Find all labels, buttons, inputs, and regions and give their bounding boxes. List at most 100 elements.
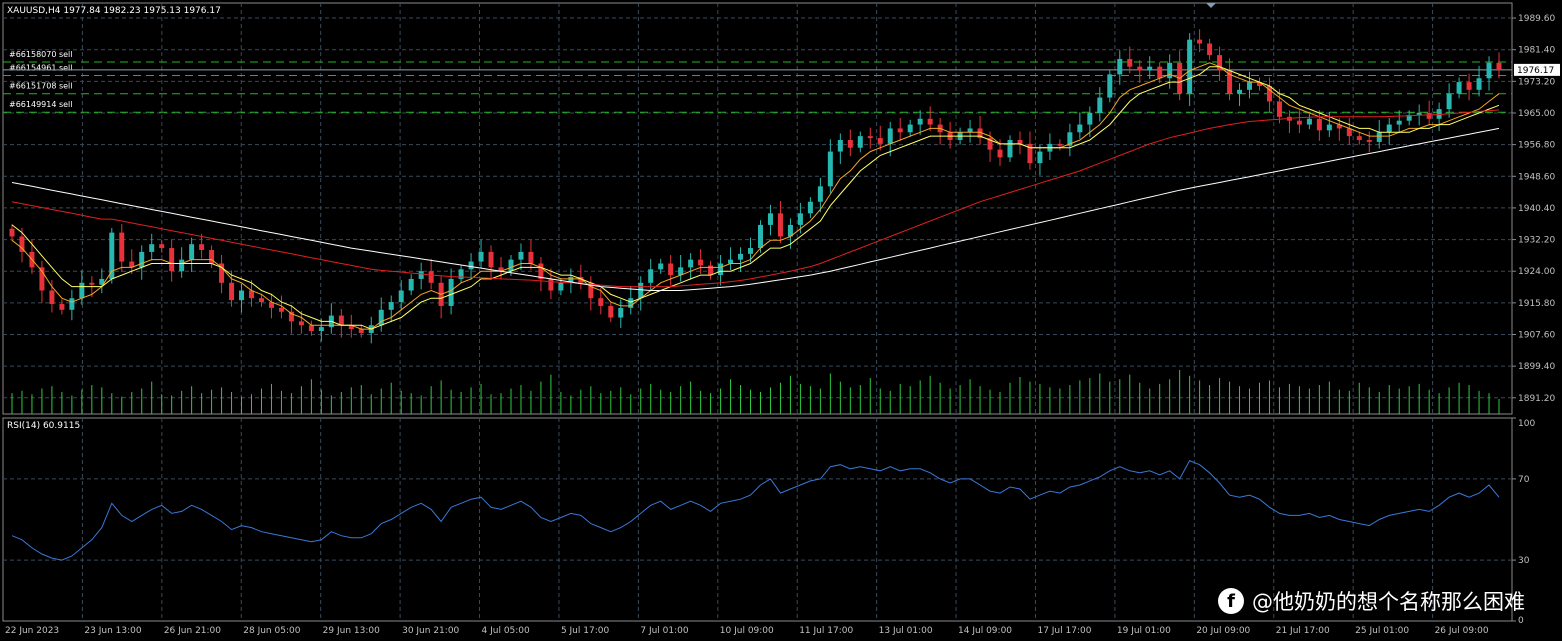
- candle-body: [448, 278, 454, 306]
- candle-body: [119, 232, 125, 262]
- x-tick-label: 29 Jun 13:00: [323, 626, 380, 636]
- x-tick-label: 28 Jun 05:00: [243, 626, 300, 636]
- x-tick-label: 10 Jul 09:00: [720, 626, 774, 636]
- symbol-info: XAUUSD,H4 1977.84 1982.23 1975.13 1976.1…: [7, 6, 221, 16]
- y-tick-label: 1956.80: [1518, 141, 1555, 151]
- candle-body: [219, 263, 225, 283]
- candle-body: [1416, 112, 1422, 115]
- candle-body: [1117, 58, 1123, 75]
- candle-body: [1476, 78, 1482, 90]
- x-tick-label: 7 Jul 01:00: [640, 626, 689, 636]
- watermark-text: @他奶奶的想个名称那么困难: [1252, 590, 1525, 614]
- x-tick-label: 26 Jul 09:00: [1435, 626, 1489, 636]
- x-tick-label: 20 Jul 09:00: [1196, 626, 1250, 636]
- y-tick-label: 1907.60: [1518, 331, 1555, 341]
- candle-body: [139, 251, 145, 268]
- order-label: #66158070 sell: [9, 50, 73, 59]
- candle-body: [558, 282, 564, 291]
- candle-body: [129, 261, 135, 268]
- candle-body: [358, 329, 364, 333]
- candle-body: [648, 269, 654, 283]
- candle-body: [199, 244, 205, 250]
- y-tick-label: 1924.00: [1518, 267, 1555, 277]
- candle-body: [807, 201, 813, 214]
- candle-body: [817, 186, 823, 202]
- x-tick-label: 21 Jul 17:00: [1276, 626, 1330, 636]
- x-tick-label: 11 Jul 17:00: [799, 626, 853, 636]
- candle-body: [678, 267, 684, 276]
- candle-body: [688, 259, 694, 268]
- candle-body: [718, 263, 724, 276]
- moving-average-line: [11, 66, 1500, 330]
- chart-shift-marker-icon: [1206, 3, 1216, 8]
- candle-body: [927, 118, 933, 125]
- rsi-panel: [2, 417, 1513, 622]
- candle-body: [69, 298, 75, 310]
- candle-body: [229, 282, 235, 301]
- order-label: #66154961 sell: [9, 64, 73, 73]
- candle-body: [1276, 101, 1282, 117]
- candle-body: [618, 307, 624, 318]
- candle-body: [887, 128, 893, 144]
- candle-body: [278, 307, 284, 312]
- order-label: #66151708 sell: [9, 82, 73, 91]
- rsi-label: RSI(14) 60.9115: [7, 421, 80, 431]
- x-tick-label: 25 Jul 01:00: [1355, 626, 1409, 636]
- candle-body: [149, 244, 155, 252]
- candle-body: [498, 267, 504, 272]
- candle-body: [288, 311, 294, 322]
- candle-body: [897, 128, 903, 133]
- candle-body: [698, 259, 704, 266]
- candle-body: [239, 290, 245, 301]
- candle-body: [787, 224, 793, 237]
- candle-body: [348, 325, 354, 330]
- candle-body: [1017, 140, 1023, 144]
- candle-body: [628, 298, 634, 308]
- candle-body: [1436, 109, 1442, 119]
- candle-body: [1107, 74, 1113, 98]
- candle-body: [588, 282, 594, 299]
- x-tick-label: 17 Jul 17:00: [1037, 626, 1091, 636]
- candle-body: [1097, 97, 1103, 113]
- candle-body: [1157, 66, 1163, 79]
- x-tick-label: 26 Jun 21:00: [164, 626, 221, 636]
- candle-body: [79, 282, 85, 299]
- moving-average-line: [11, 109, 1500, 288]
- candle-body: [757, 224, 763, 249]
- candle-body: [1346, 128, 1352, 137]
- y-tick-label: 1973.20: [1518, 77, 1555, 87]
- candle-body: [1007, 140, 1013, 158]
- candle-body: [847, 140, 853, 148]
- candle-body: [308, 325, 314, 332]
- candle-body: [418, 271, 424, 279]
- candle-body: [298, 321, 304, 326]
- current-price-label: 1976.17: [1517, 66, 1554, 76]
- x-tick-label: 4 Jul 05:00: [482, 626, 531, 636]
- candle-body: [967, 128, 973, 133]
- candle-body: [877, 138, 883, 144]
- candle-body: [1496, 62, 1502, 70]
- candle-body: [728, 259, 734, 264]
- candle-body: [1167, 62, 1173, 79]
- candle-body: [89, 282, 95, 285]
- candle-body: [917, 118, 923, 125]
- candle-body: [708, 265, 714, 276]
- candle-body: [977, 128, 983, 139]
- candle-body: [1027, 143, 1033, 164]
- candle-body: [9, 228, 15, 237]
- candle-body: [857, 136, 863, 148]
- y-tick-label: 1989.60: [1518, 14, 1555, 24]
- moving-average-line: [11, 62, 1500, 330]
- candle-body: [1386, 124, 1392, 133]
- candle-body: [1426, 112, 1432, 119]
- x-tick-label: 30 Jun 21:00: [402, 626, 459, 636]
- x-tick-label: 22 Jun 2023: [5, 626, 59, 636]
- candle-body: [1376, 132, 1382, 142]
- candle-body: [1127, 58, 1133, 67]
- candle-body: [1067, 132, 1073, 146]
- rsi-tick-label: 70: [1518, 475, 1530, 485]
- candle-body: [827, 151, 833, 187]
- candle-body: [1326, 124, 1332, 131]
- y-tick-label: 1899.40: [1518, 362, 1555, 372]
